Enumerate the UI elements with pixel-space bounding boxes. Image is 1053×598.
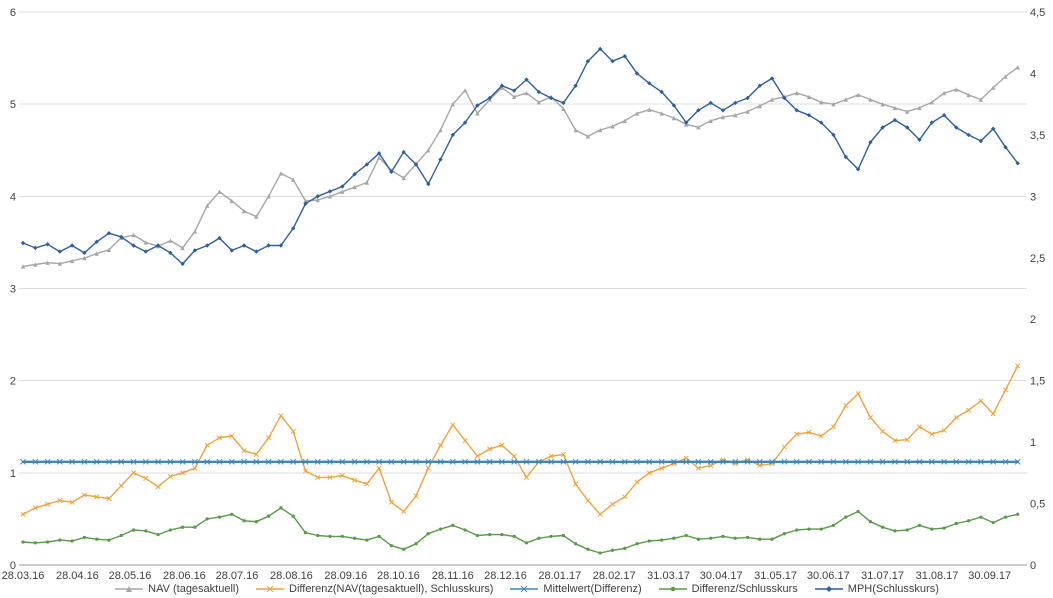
- legend-label: Mittelwert(Differenz): [543, 583, 642, 595]
- left-axis-tick-label: 3: [10, 284, 16, 296]
- series-nav-tagesaktuell: [20, 65, 1020, 269]
- x-axis-tick-label: 28.11.16: [432, 570, 474, 582]
- legend-label: MPH(Schlusskurs): [847, 583, 939, 595]
- x-axis-tick-label: 30.04.17: [700, 570, 743, 582]
- right-axis-tick-label: 3: [1030, 191, 1036, 203]
- legend-label: Differenz(NAV(tagesaktuell), Schlusskurs…: [289, 583, 494, 595]
- x-axis-tick-label: 28.01.17: [538, 570, 581, 582]
- left-axis-tick-label: 6: [10, 7, 16, 19]
- series-differenz-schlusskurs: [21, 506, 1020, 555]
- legend-item-mph-schlusskurs: MPH(Schlusskurs): [814, 583, 939, 595]
- right-axis-tick-label: 1,5: [1030, 376, 1045, 388]
- legend-item-nav-tagesaktuell: NAV (tagesaktuell): [114, 583, 239, 595]
- x-axis-labels: 28.03.16 28.04.16 28.05.16 28.06.16 28.07.16…: [2, 570, 1012, 582]
- x-axis-tick-label: 28.08.16: [270, 570, 313, 582]
- right-axis-tick-label: 3,5: [1030, 130, 1045, 142]
- series-mittelwert-differenz: [20, 458, 1021, 465]
- legend-label: NAV (tagesaktuell): [148, 583, 240, 595]
- legend-line-marker-icon: [256, 585, 285, 593]
- x-axis-tick-label: 28.05.16: [109, 570, 152, 582]
- right-axis-labels: 0 0,5 1 1,5 2 2,5 3 3,5 4 4,5: [1030, 7, 1045, 572]
- left-axis-tick-label: 1: [10, 468, 16, 480]
- gridlines: [19, 11, 1027, 566]
- legend-item-differenz-schlusskurs: Differenz/Schlusskurs: [658, 583, 798, 595]
- legend-line-marker-icon: [115, 586, 144, 592]
- right-axis-tick-label: 0: [1030, 560, 1036, 572]
- legend-line-marker-icon: [510, 585, 539, 593]
- x-axis-tick-label: 28.04.16: [56, 570, 99, 582]
- x-axis-tick-label: 31.05.17: [754, 570, 797, 582]
- series-differenz-nav-tagesaktuell-schlusskurs: [20, 363, 1021, 517]
- chart-legend: NAV (tagesaktuell) Differenz(NAV(tagesakt…: [0, 583, 1053, 595]
- left-axis-tick-label: 2: [10, 376, 16, 388]
- right-axis-tick-label: 1: [1030, 437, 1036, 449]
- legend-line-marker-icon: [814, 586, 843, 592]
- x-axis-tick-label: 31.03.17: [647, 570, 690, 582]
- x-axis-tick-label: 31.07.17: [861, 570, 904, 582]
- right-axis-tick-label: 2,5: [1030, 253, 1045, 265]
- right-axis-tick-label: 4: [1030, 68, 1036, 80]
- right-axis-tick-label: 4,5: [1030, 7, 1045, 19]
- x-axis-tick-label: 30.06.17: [807, 570, 850, 582]
- series-mph-schlusskurs: [20, 46, 1020, 267]
- x-axis-tick-label: 31.08.17: [916, 570, 959, 582]
- legend-item-mittelwert-differenz: Mittelwert(Differenz): [509, 583, 642, 595]
- x-axis-tick-label: 28.07.16: [216, 570, 259, 582]
- left-axis-tick-label: 4: [10, 191, 16, 203]
- line-chart: 0 1 2 3 4 5 6 0 0,5 1 1,5 2 2,5 3 3,5 4 4,5 28.03.16 28.04…: [2, 7, 1046, 582]
- right-axis-tick-label: 2: [1030, 314, 1036, 326]
- x-axis-tick-label: 28.09.16: [324, 570, 367, 582]
- legend-label: Differenz/Schlusskurs: [691, 583, 798, 595]
- right-axis-tick-label: 0,5: [1030, 499, 1045, 511]
- x-axis-tick-label: 28.10.16: [377, 570, 420, 582]
- x-axis-tick-label: 28.02.17: [593, 570, 636, 582]
- left-axis-tick-label: 5: [10, 99, 16, 111]
- x-axis-tick-label: 28.03.16: [2, 570, 45, 582]
- legend-item-differenz-nav-tagesaktuell-schlusskurs: Differenz(NAV(tagesaktuell), Schlusskurs…: [255, 583, 493, 595]
- legend-line-marker-icon: [658, 586, 687, 592]
- left-axis-tick-label: 0: [10, 560, 16, 572]
- x-axis-tick-label: 28.06.16: [163, 570, 206, 582]
- x-axis-tick-label: 28.12.16: [484, 570, 527, 582]
- x-axis-tick-label: 30.09.17: [968, 570, 1011, 582]
- left-axis-labels: 0 1 2 3 4 5 6: [10, 7, 16, 572]
